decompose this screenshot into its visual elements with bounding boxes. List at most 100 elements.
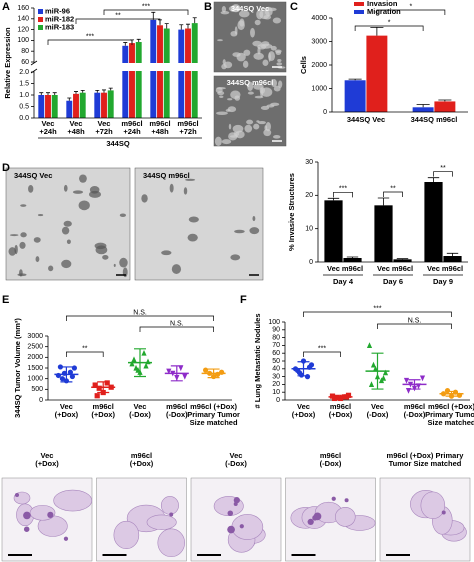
bar (178, 29, 185, 119)
error-bar (80, 90, 85, 93)
significance-label: N.S. (408, 317, 422, 324)
data-point (166, 368, 172, 375)
texture (252, 216, 256, 222)
y-tick-label: 500 (31, 386, 43, 393)
bar (79, 92, 86, 118)
group-label: Day 4 (333, 277, 354, 286)
texture (247, 81, 254, 92)
y-tick-label: 10 (305, 226, 313, 233)
y-tick-label: 20 (272, 381, 280, 388)
x-tick-label: (+Dox) (55, 410, 79, 419)
data-point (182, 373, 188, 380)
data-point (135, 367, 141, 373)
bar (163, 28, 170, 118)
sd-bar (207, 368, 220, 379)
lung-label: Vec (230, 451, 243, 460)
texture (119, 213, 126, 217)
data-point (370, 361, 377, 368)
data-point (368, 381, 375, 387)
significance-label: *** (373, 305, 381, 312)
texture (270, 102, 280, 106)
texture (247, 91, 254, 95)
texture (263, 129, 272, 137)
texture (230, 90, 241, 100)
texture (89, 186, 100, 194)
texture (19, 241, 26, 249)
data-point (59, 376, 65, 382)
texture (273, 134, 281, 139)
error-bar (446, 252, 459, 256)
texture (244, 124, 253, 133)
x-tick-label: (+Dox) (91, 410, 115, 419)
texture (344, 498, 349, 503)
x-tick-label: m96cl (+Dox) (428, 402, 474, 411)
micrograph-label: 344SQ Vec (14, 171, 52, 180)
texture (17, 273, 27, 277)
y-tick-label: 90 (272, 327, 280, 334)
error-bar (416, 104, 430, 108)
texture (63, 220, 72, 227)
texture (63, 536, 69, 541)
texture (230, 254, 241, 261)
texture (273, 85, 281, 92)
data-point (69, 373, 75, 380)
y-tick-label: 2000 (311, 62, 327, 69)
texture (256, 120, 260, 123)
legend-swatch (354, 10, 364, 14)
texture (257, 120, 266, 125)
texture (171, 264, 182, 274)
lung-label: m96cl (131, 451, 152, 460)
sd-bar (371, 352, 384, 390)
lung-label: Tumor Size matched (389, 459, 462, 468)
y-tick-label: 0 (276, 397, 280, 404)
texture (219, 95, 224, 99)
significance-label: ** (115, 12, 121, 19)
sd-bar (60, 366, 73, 383)
texture (188, 216, 199, 223)
x-tick-label: Vec (327, 264, 340, 273)
lung-label: (-Dox) (320, 459, 342, 468)
error-bar (136, 38, 141, 43)
texture (221, 5, 227, 13)
x-tick-label: Size matched (428, 418, 474, 427)
error-bar (377, 197, 390, 206)
group-label: 344SQ (106, 139, 130, 148)
data-point (444, 388, 451, 394)
group-label: Day 6 (383, 277, 403, 286)
bar (344, 80, 366, 112)
texture (243, 49, 251, 56)
bar (38, 95, 45, 118)
error-bar (108, 87, 113, 91)
texture (265, 121, 271, 132)
y-tick-label: 60 (272, 350, 280, 357)
error-bar (52, 92, 57, 95)
texture (277, 58, 282, 63)
texture (235, 130, 245, 139)
legend-swatch (38, 17, 43, 22)
bar (135, 42, 142, 118)
texture (37, 213, 44, 217)
lung-label: (+Dox) (130, 459, 154, 468)
x-tick-label: m96cl (166, 402, 187, 411)
y-tick-label: 2500 (27, 344, 43, 351)
texture (260, 105, 270, 111)
texture (441, 510, 446, 515)
micrograph-label: 344SQ m96cl (143, 171, 190, 180)
texture (242, 60, 249, 68)
lung-label: m96cl (320, 451, 341, 460)
error-bar (151, 11, 156, 20)
y-tick-label: 4000 (311, 15, 327, 22)
texture (113, 263, 116, 267)
texture (78, 200, 90, 211)
y-tick-label: 1000 (27, 376, 43, 383)
error-bar (179, 24, 184, 30)
error-bar (327, 197, 340, 201)
data-point (366, 342, 373, 348)
texture (272, 17, 282, 24)
bar (324, 200, 343, 262)
x-tick-label: (-Dox) (166, 410, 188, 419)
texture (217, 39, 224, 42)
x-tick-label: m96cl (330, 402, 351, 411)
significance-label: N.S. (133, 309, 147, 316)
texture (35, 256, 40, 263)
